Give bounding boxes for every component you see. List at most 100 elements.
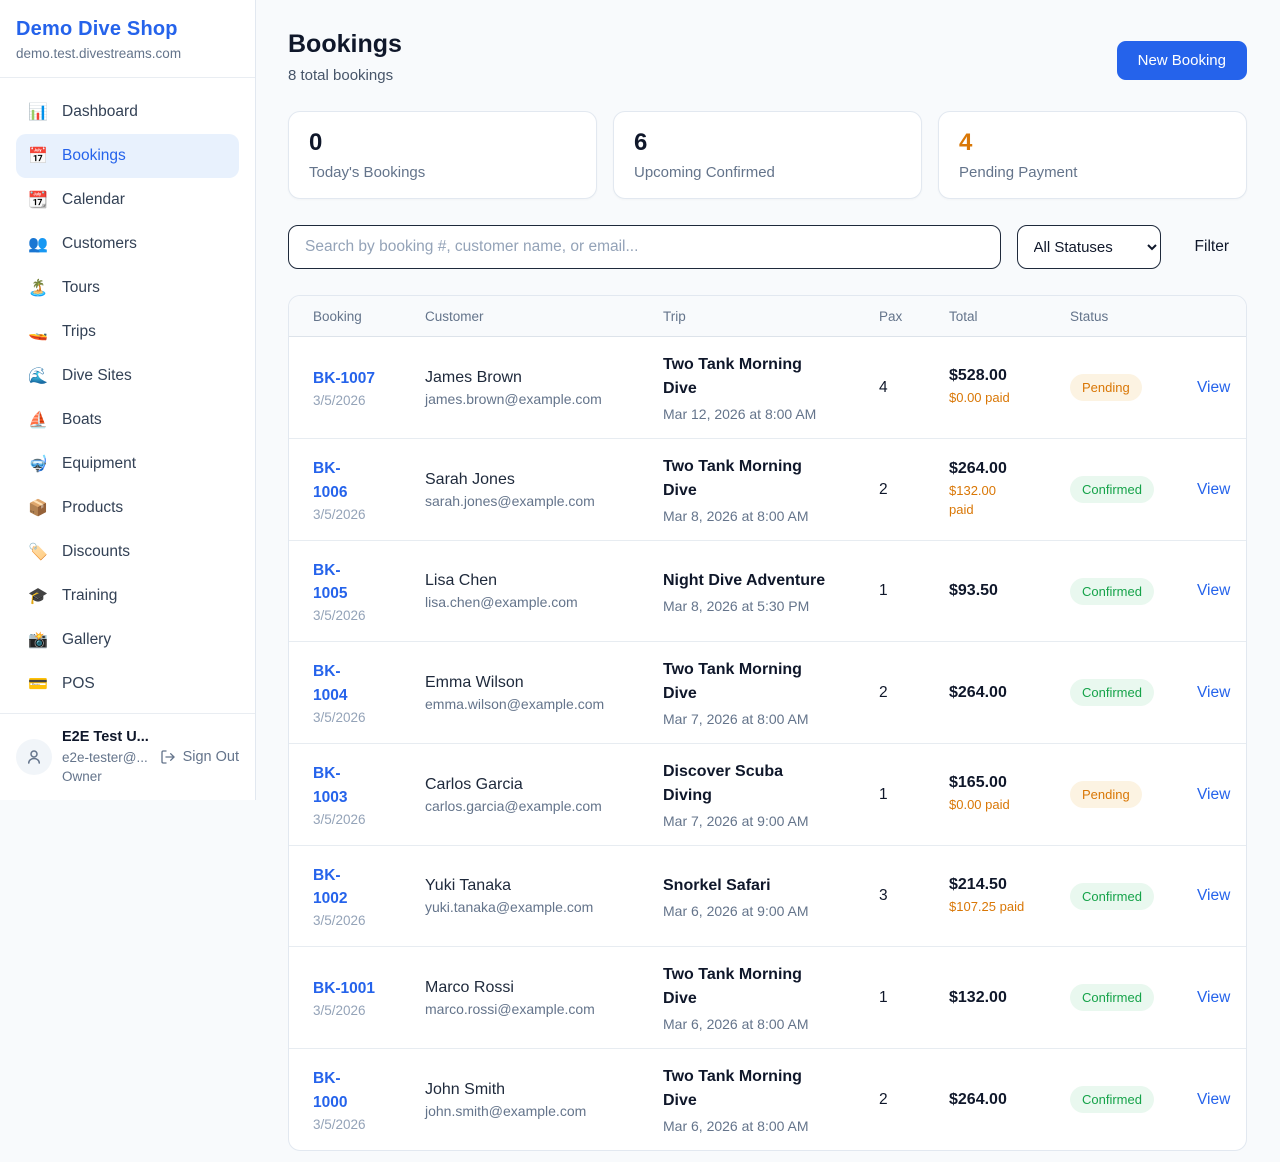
paid-amount: $0.00 paid	[949, 390, 1010, 406]
sidebar-item-label: Calendar	[62, 191, 125, 208]
sidebar-item-bookings[interactable]: 📅 Bookings	[16, 134, 239, 178]
customer-email: marco.rossi@example.com	[425, 1000, 595, 1017]
customer-cell: James Brown james.brown@example.com	[425, 369, 663, 407]
user-email: e2e-tester@...	[62, 749, 148, 765]
user-name: E2E Test U...	[62, 728, 149, 745]
page-subtitle: 8 total bookings	[288, 67, 394, 84]
status-badge: Pending	[1070, 374, 1142, 401]
dive-sites-icon: 🌊	[28, 368, 48, 385]
stats-row: 0 Today's Bookings 6 Upcoming Confirmed …	[288, 111, 1247, 199]
table-row: BK- 1002 3/5/2026 Yuki Tanaka yuki.tanaka@e…	[289, 846, 1246, 947]
view-link[interactable]: View	[1197, 582, 1231, 599]
customer-name: Marco Rossi	[425, 978, 514, 996]
booking-cell: BK-1001 3/5/2026	[313, 977, 425, 1018]
booking-id-link[interactable]: BK- 1004	[313, 663, 348, 704]
trip-name: Two Tank Morning Dive	[663, 458, 802, 499]
total-amount: $93.50	[949, 582, 998, 599]
customer-cell: Emma Wilson emma.wilson@example.com	[425, 674, 663, 712]
pax-count: 2	[879, 683, 888, 701]
total-amount: $214.50	[949, 875, 1007, 893]
status-badge: Confirmed	[1070, 577, 1154, 605]
sidebar-item-boats[interactable]: ⛵ Boats	[16, 398, 239, 442]
trip-name: Two Tank Morning Dive	[663, 966, 802, 1007]
pax-count: 4	[879, 378, 888, 396]
tours-icon: 🏝️	[28, 280, 48, 297]
booking-cell: BK- 1006 3/5/2026	[313, 457, 425, 522]
table-row: BK-1007 3/5/2026 James Brown james.brown@ex…	[289, 337, 1246, 439]
customer-name: James Brown	[425, 368, 522, 386]
trip-datetime: Mar 6, 2026 at 8:00 AM	[663, 1016, 809, 1032]
booking-id-link[interactable]: BK- 1005	[313, 561, 348, 602]
booking-date: 3/5/2026	[313, 1003, 366, 1019]
status-badge: Confirmed	[1070, 882, 1154, 910]
booking-date: 3/5/2026	[313, 913, 366, 929]
sidebar-item-customers[interactable]: 👥 Customers	[16, 222, 239, 266]
booking-cell: BK- 1002 3/5/2026	[313, 864, 425, 929]
search-input[interactable]	[288, 225, 1001, 269]
sidebar-item-discounts[interactable]: 🏷️ Discounts	[16, 530, 239, 574]
sidebar-item-gallery[interactable]: 📸 Gallery	[16, 618, 239, 662]
sidebar-item-dive-sites[interactable]: 🌊 Dive Sites	[16, 354, 239, 398]
view-link[interactable]: View	[1197, 480, 1231, 498]
customer-cell: Sarah Jones sarah.jones@example.com	[425, 471, 663, 509]
new-booking-button[interactable]: New Booking	[1116, 41, 1247, 80]
stat-label: Upcoming Confirmed	[634, 164, 775, 181]
booking-id-link[interactable]: BK- 1002	[313, 866, 348, 907]
status-badge: Pending	[1070, 781, 1142, 808]
sidebar-item-dashboard[interactable]: 📊 Dashboard	[16, 90, 239, 134]
booking-id-link[interactable]: BK- 1006	[313, 460, 348, 501]
customer-name: John Smith	[425, 1080, 506, 1098]
sign-out-icon	[160, 750, 175, 764]
column-header-trip: Trip	[663, 308, 686, 324]
view-link[interactable]: View	[1197, 683, 1231, 701]
booking-id-link[interactable]: BK- 1000	[313, 1070, 348, 1111]
sidebar-item-label: POS	[62, 675, 95, 692]
paid-amount: $107.25 paid	[949, 898, 1025, 914]
trip-name: Two Tank Morning Dive	[663, 661, 802, 702]
pax-count: 2	[879, 1090, 888, 1108]
booking-id-link[interactable]: BK-1001	[313, 979, 376, 997]
customer-email: sarah.jones@example.com	[425, 492, 595, 509]
filter-button[interactable]: Filter	[1177, 238, 1247, 256]
view-link[interactable]: View	[1197, 378, 1231, 396]
sidebar-item-label: Dashboard	[62, 103, 138, 120]
status-filter-select[interactable]: All Statuses	[1016, 225, 1161, 269]
user-info: E2E Test U... e2e-tester@... Owner	[62, 727, 149, 787]
view-link[interactable]: View	[1197, 785, 1231, 803]
view-link[interactable]: View	[1197, 887, 1231, 904]
sidebar: Demo Dive Shop demo.test.divestreams.com…	[0, 0, 256, 800]
sidebar-item-equipment[interactable]: 🤿 Equipment	[16, 442, 239, 486]
pax-count: 1	[879, 785, 888, 803]
brand-name: Demo Dive Shop	[16, 18, 178, 40]
main-content: Bookings 8 total bookings New Booking 0 …	[256, 0, 1280, 1151]
total-amount: $264.00	[949, 683, 1007, 701]
status-badge: Confirmed	[1070, 476, 1154, 503]
equipment-icon: 🤿	[28, 456, 48, 473]
sidebar-item-label: Boats	[62, 411, 102, 428]
trip-cell: Two Tank Morning Dive Mar 12, 2026 at 8:0…	[663, 353, 879, 422]
trip-cell: Two Tank Morning Dive Mar 7, 2026 at 8:00…	[663, 658, 879, 727]
sidebar-item-training[interactable]: 🎓 Training	[16, 574, 239, 618]
booking-id-link[interactable]: BK- 1003	[313, 765, 348, 806]
booking-date: 3/5/2026	[313, 709, 366, 725]
sidebar-item-pos[interactable]: 💳 POS	[16, 662, 239, 706]
view-link[interactable]: View	[1197, 1090, 1231, 1108]
status-cell: Confirmed	[1070, 1086, 1197, 1113]
sidebar-item-trips[interactable]: 🚤 Trips	[16, 310, 239, 354]
sidebar-item-calendar[interactable]: 📆 Calendar	[16, 178, 239, 222]
booking-id-link[interactable]: BK-1007	[313, 369, 376, 387]
stat-label: Pending Payment	[959, 164, 1078, 181]
status-badge: Confirmed	[1070, 1086, 1154, 1113]
bookings-icon: 📅	[28, 148, 48, 165]
sidebar-item-products[interactable]: 📦 Products	[16, 486, 239, 530]
total-cell: $264.00	[949, 684, 1070, 702]
brand-domain: demo.test.divestreams.com	[16, 46, 182, 61]
view-link[interactable]: View	[1197, 988, 1231, 1006]
sign-out-button[interactable]: Sign Out	[160, 749, 239, 765]
customer-email: yuki.tanaka@example.com	[425, 899, 594, 915]
pax-count: 3	[879, 887, 888, 904]
column-header-pax: Pax	[879, 308, 903, 324]
total-cell: $528.00 $0.00 paid	[949, 367, 1070, 408]
sidebar-item-tours[interactable]: 🏝️ Tours	[16, 266, 239, 310]
booking-date: 3/5/2026	[313, 506, 366, 522]
